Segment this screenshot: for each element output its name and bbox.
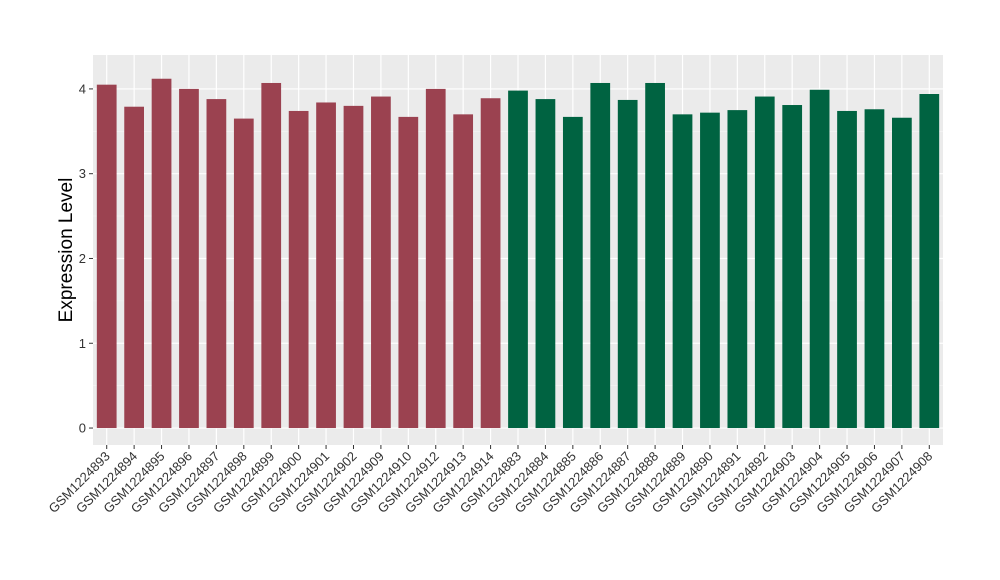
bar-GSM1224894	[124, 106, 144, 429]
y-axis: 0 1 2 3 4	[79, 81, 93, 436]
bar-GSM1224892	[754, 96, 775, 429]
bar-GSM1224891	[727, 110, 748, 429]
bar-GSM1224896	[179, 88, 199, 429]
bar-GSM1224905	[837, 110, 857, 429]
bar-GSM1224890	[700, 112, 720, 429]
y-tick-label: 4	[79, 81, 86, 96]
bar-GSM1224888	[645, 82, 665, 429]
bar-GSM1224901	[316, 102, 336, 429]
bar-GSM1224887	[617, 99, 638, 429]
bar-GSM1224904	[809, 89, 830, 429]
bar-GSM1224886	[590, 82, 611, 429]
y-tick-label: 1	[79, 336, 86, 351]
bar-GSM1224903	[782, 105, 803, 429]
y-tick-label: 2	[79, 251, 86, 266]
bar-GSM1224902	[343, 105, 364, 429]
y-tick-label: 3	[79, 166, 86, 181]
bar-GSM1224898	[233, 118, 254, 429]
bar-GSM1224884	[535, 99, 556, 429]
bar-GSM1224906	[864, 109, 885, 429]
bar-GSM1224889	[672, 114, 693, 429]
bar-GSM1224885	[562, 116, 583, 429]
bar-GSM1224883	[508, 90, 528, 429]
bar-GSM1224910	[398, 116, 419, 429]
bar-GSM1224899	[261, 82, 282, 429]
bar-GSM1224913	[453, 114, 474, 429]
bar-GSM1224907	[892, 117, 912, 429]
bar-GSM1224893	[96, 84, 117, 429]
x-axis: GSM1224893GSM1224894GSM1224895GSM1224896…	[45, 445, 935, 516]
bar-GSM1224897	[206, 99, 227, 429]
y-tick-label: 0	[79, 421, 86, 436]
bar-GSM1224909	[371, 96, 391, 429]
bar-GSM1224908	[919, 94, 940, 429]
bar-GSM1224895	[151, 78, 172, 429]
bar-GSM1224900	[288, 110, 309, 429]
bar-GSM1224912	[425, 88, 446, 429]
bars	[96, 78, 940, 429]
bar-GSM1224914	[480, 98, 501, 429]
y-axis-title: Expression Level	[56, 178, 77, 323]
